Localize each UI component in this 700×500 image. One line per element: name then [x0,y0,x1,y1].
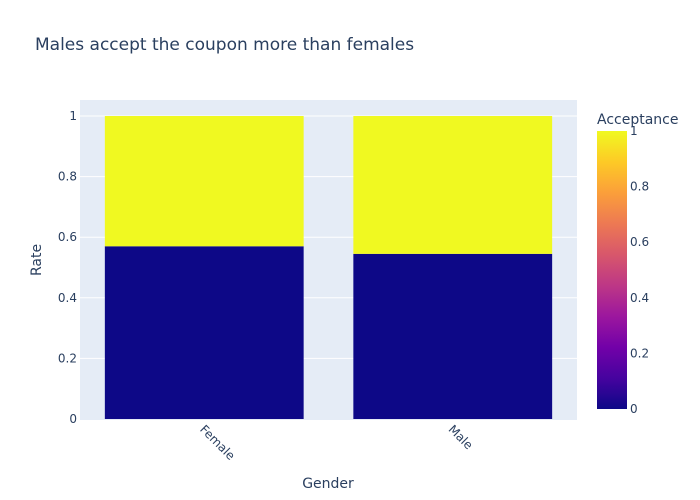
bar-male-acceptance-1 [353,116,553,254]
chart-title: Males accept the coupon more than female… [35,35,414,55]
bar-male-acceptance-0 [353,253,553,419]
y-tick-label: 1 [69,109,77,123]
x-tick-label: Male [446,422,476,452]
y-tick-labels: 0 0.2 0.4 0.6 0.8 1 [58,109,77,426]
colorbar-tick-label: 0.6 [630,235,649,249]
y-axis-title: Rate [29,244,45,276]
bar-female-acceptance-0 [104,246,304,419]
colorbar-tick-label: 0 [630,402,638,416]
x-axis-title: Gender [302,476,354,492]
bar-female-acceptance-1 [104,116,304,247]
colorbar-tick-labels: 0 0.2 0.4 0.6 0.8 1 [630,124,649,416]
y-tick-label: 0.6 [58,230,77,244]
y-tick-label: 0.4 [58,291,77,305]
x-tick-label: Female [197,422,238,463]
y-tick-label: 0.2 [58,351,77,365]
x-tick-labels: Female Male [197,422,476,463]
bars [104,116,553,419]
y-tick-label: 0 [69,412,77,426]
y-tick-label: 0.8 [58,170,77,184]
colorbar [597,131,627,409]
colorbar-tick-label: 0.2 [630,346,649,360]
colorbar-tick-label: 1 [630,124,638,138]
colorbar-tick-label: 0.8 [630,180,649,194]
colorbar-title: Acceptance [597,112,678,128]
colorbar-tick-label: 0.4 [630,291,649,305]
